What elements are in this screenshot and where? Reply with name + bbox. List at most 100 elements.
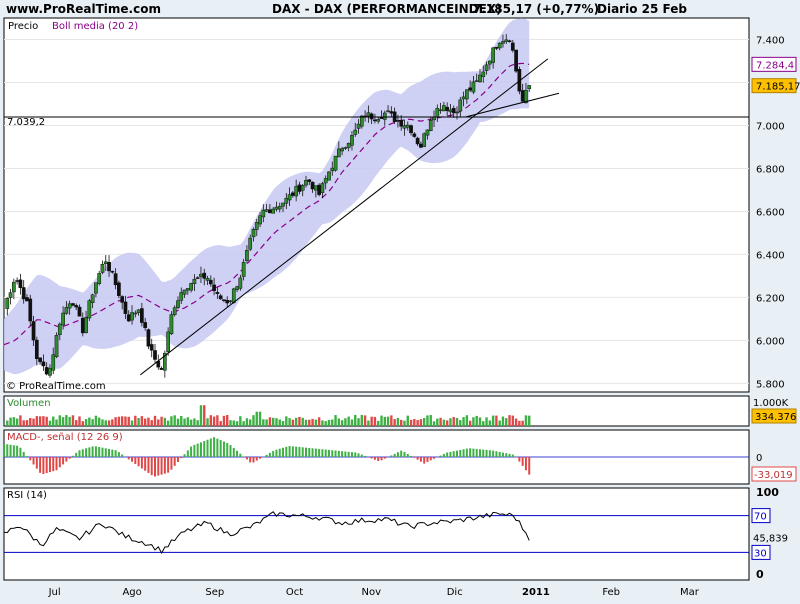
candle-up xyxy=(295,186,298,196)
volume-bar xyxy=(55,420,57,426)
candle-up xyxy=(357,124,360,128)
candle-down xyxy=(35,340,38,359)
candle-down xyxy=(111,271,114,272)
volume-bar xyxy=(489,420,491,426)
candle-down xyxy=(124,302,127,314)
candle-up xyxy=(180,292,183,300)
macd-bar xyxy=(423,457,425,464)
macd-bar xyxy=(115,450,117,457)
macd-bar xyxy=(167,457,169,473)
macd-bar xyxy=(88,447,90,457)
macd-bar xyxy=(449,452,451,457)
candle-up xyxy=(505,40,508,42)
macd-bar xyxy=(207,440,209,457)
macd-bar xyxy=(177,457,179,462)
volume-bar xyxy=(295,418,297,426)
candle-up xyxy=(6,298,9,308)
candle-up xyxy=(459,100,462,111)
candle-down xyxy=(107,262,110,271)
macd-bar xyxy=(397,452,399,457)
volume-bar xyxy=(265,419,267,426)
candle-up xyxy=(193,279,196,283)
candle-up xyxy=(426,130,429,135)
macd-bar xyxy=(19,448,21,457)
macd-bar xyxy=(328,450,330,457)
volume-bar xyxy=(118,417,120,426)
macd-bar xyxy=(525,457,527,470)
macd-bar xyxy=(486,450,488,457)
volume-bar xyxy=(65,415,67,426)
macd-bar xyxy=(10,445,12,457)
volume-bar xyxy=(347,417,349,426)
candle-down xyxy=(209,280,212,284)
candle-up xyxy=(478,75,481,82)
macd-bar xyxy=(118,452,120,457)
volume-bar xyxy=(26,420,28,426)
volume-bar xyxy=(341,420,343,426)
volume-bar xyxy=(72,415,74,426)
volume-bar xyxy=(233,421,235,426)
candle-up xyxy=(84,318,87,333)
macd-bar xyxy=(472,449,474,457)
volume-bar xyxy=(456,418,458,426)
macd-bar xyxy=(351,452,353,457)
volume-bar xyxy=(459,420,461,426)
volume-bar xyxy=(137,418,139,426)
volume-bar xyxy=(98,418,100,426)
candle-down xyxy=(78,307,81,316)
volume-bar xyxy=(173,415,175,426)
volume-bar xyxy=(400,420,402,426)
volume-bar xyxy=(39,416,41,426)
macd-bar xyxy=(528,457,530,475)
macd-bar xyxy=(499,452,501,457)
volume-bar xyxy=(370,417,372,426)
macd-bar xyxy=(400,451,402,457)
price-tick-label: 6.200 xyxy=(756,293,785,304)
candle-down xyxy=(452,108,455,113)
candle-up xyxy=(321,184,324,193)
volume-bar xyxy=(338,418,340,426)
volume-bar xyxy=(52,417,54,426)
candle-up xyxy=(455,112,458,113)
volume-bar xyxy=(354,415,356,426)
macd-bar xyxy=(384,457,386,459)
macd-bar xyxy=(147,457,149,473)
candle-down xyxy=(419,144,422,147)
volume-bar xyxy=(151,420,153,426)
site-label[interactable]: www.ProRealTime.com xyxy=(6,2,161,16)
volume-bar xyxy=(367,421,369,426)
volume-bar xyxy=(141,416,143,426)
candle-up xyxy=(442,106,445,111)
volume-bar xyxy=(498,421,500,426)
volume-bar xyxy=(433,421,435,426)
candle-up xyxy=(439,110,442,111)
x-tick-label: Ago xyxy=(122,587,141,598)
volume-bar xyxy=(439,418,441,426)
candle-up xyxy=(288,195,291,200)
candle-up xyxy=(242,262,245,276)
macd-bar xyxy=(144,457,146,471)
macd-bar xyxy=(518,457,520,462)
volume-bar xyxy=(262,419,264,426)
candle-down xyxy=(511,43,514,50)
macd-bar xyxy=(49,457,51,472)
x-tick-label: Sep xyxy=(205,587,224,598)
macd-bar xyxy=(52,457,54,471)
volume-bar xyxy=(180,416,182,426)
volume-bar xyxy=(380,416,382,426)
candle-down xyxy=(22,288,25,299)
macd-bar xyxy=(223,442,225,457)
candle-up xyxy=(462,97,465,99)
volume-bar xyxy=(108,420,110,426)
candle-down xyxy=(413,134,416,137)
macd-bar xyxy=(154,457,156,477)
macd-bar xyxy=(377,457,379,461)
volume-bar xyxy=(384,417,386,426)
watermark: © ProRealTime.com xyxy=(6,381,106,392)
candle-down xyxy=(144,322,147,327)
candle-up xyxy=(377,119,380,121)
macd-bar xyxy=(522,457,524,466)
volume-bar xyxy=(256,412,258,426)
price-tick-label: 7.000 xyxy=(756,121,785,132)
candle-down xyxy=(416,138,419,144)
